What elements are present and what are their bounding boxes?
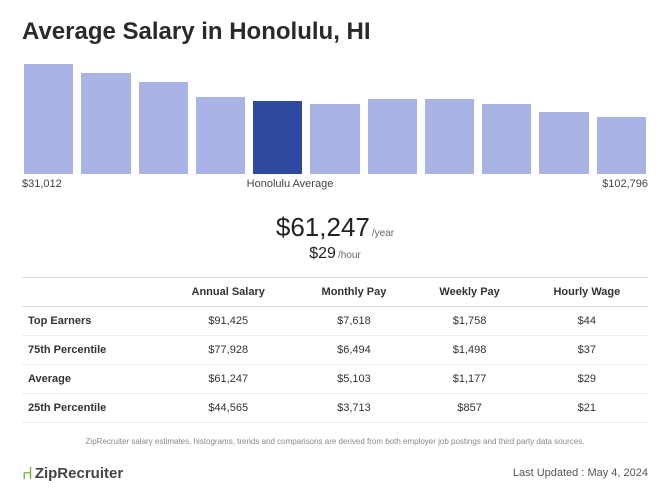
cell-hourly: $21 bbox=[526, 394, 648, 423]
chair-icon: ⑁ bbox=[22, 464, 33, 482]
col-annual: Annual Salary bbox=[162, 278, 294, 307]
average-hourly-unit: /hour bbox=[338, 250, 361, 261]
average-hourly-value: $29 bbox=[309, 245, 336, 262]
cell-label: 75th Percentile bbox=[22, 336, 162, 365]
col-monthly: Monthly Pay bbox=[294, 278, 413, 307]
col-rowlabel bbox=[22, 278, 162, 307]
col-weekly: Weekly Pay bbox=[414, 278, 526, 307]
histogram-bar bbox=[139, 82, 188, 174]
cell-label: Average bbox=[22, 365, 162, 394]
cell-label: 25th Percentile bbox=[22, 394, 162, 423]
table-row: Average$61,247$5,103$1,177$29 bbox=[22, 365, 648, 394]
average-block: $61,247/year $29/hour bbox=[22, 212, 648, 263]
cell-annual: $91,425 bbox=[162, 307, 294, 336]
cell-weekly: $1,177 bbox=[414, 365, 526, 394]
cell-weekly: $1,758 bbox=[414, 307, 526, 336]
cell-label: Top Earners bbox=[22, 307, 162, 336]
table-row: 75th Percentile$77,928$6,494$1,498$37 bbox=[22, 336, 648, 365]
histogram-bar bbox=[253, 101, 302, 174]
logo-text: ZipRecruiter bbox=[35, 465, 123, 482]
histogram-bar bbox=[196, 97, 245, 174]
histogram-bar bbox=[24, 64, 73, 174]
page-title: Average Salary in Honolulu, HI bbox=[22, 18, 648, 46]
cell-monthly: $6,494 bbox=[294, 336, 413, 365]
histogram-bar bbox=[482, 104, 531, 174]
table-row: 25th Percentile$44,565$3,713$857$21 bbox=[22, 394, 648, 423]
cell-weekly: $857 bbox=[414, 394, 526, 423]
table-row: Top Earners$91,425$7,618$1,758$44 bbox=[22, 307, 648, 336]
axis-center-label: Honolulu Average bbox=[0, 178, 603, 190]
salary-table: Annual Salary Monthly Pay Weekly Pay Hou… bbox=[22, 277, 648, 423]
last-updated: Last Updated : May 4, 2024 bbox=[513, 467, 648, 479]
histogram-bar bbox=[539, 112, 588, 174]
axis-max-label: $102,796 bbox=[602, 178, 648, 190]
cell-hourly: $29 bbox=[526, 365, 648, 394]
average-yearly-unit: /year bbox=[372, 228, 394, 239]
cell-monthly: $5,103 bbox=[294, 365, 413, 394]
cell-monthly: $3,713 bbox=[294, 394, 413, 423]
cell-monthly: $7,618 bbox=[294, 307, 413, 336]
ziprecruiter-logo: ⑁ZipRecruiter bbox=[22, 464, 123, 482]
cell-hourly: $44 bbox=[526, 307, 648, 336]
salary-histogram: $31,012 Honolulu Average $102,796 bbox=[22, 64, 648, 204]
cell-hourly: $37 bbox=[526, 336, 648, 365]
histogram-bar bbox=[310, 104, 359, 174]
average-yearly-value: $61,247 bbox=[276, 212, 370, 242]
histogram-bar bbox=[425, 99, 474, 174]
cell-annual: $44,565 bbox=[162, 394, 294, 423]
cell-annual: $61,247 bbox=[162, 365, 294, 394]
col-hourly: Hourly Wage bbox=[526, 278, 648, 307]
histogram-bar bbox=[368, 99, 417, 174]
cell-weekly: $1,498 bbox=[414, 336, 526, 365]
histogram-bar bbox=[81, 73, 130, 174]
cell-annual: $77,928 bbox=[162, 336, 294, 365]
disclaimer-text: ZipRecruiter salary estimates, histogram… bbox=[22, 437, 648, 446]
histogram-bar bbox=[597, 117, 646, 174]
